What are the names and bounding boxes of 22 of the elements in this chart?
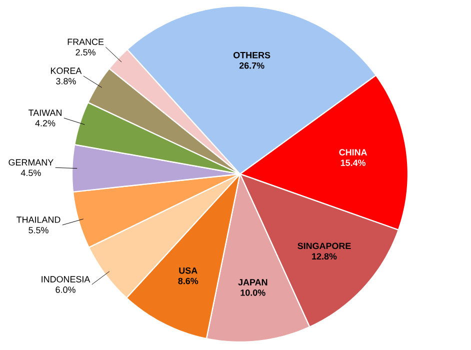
data-label: 4.5% (20, 170, 41, 176)
slice-label: OTHERS (234, 52, 270, 58)
slice-label: KOREA (51, 68, 82, 74)
slice-label: CHINA (339, 149, 368, 156)
data-label: 26.7% (239, 62, 264, 69)
data-label: 10.0% (240, 290, 266, 296)
slice-label: THAILAND (16, 216, 60, 223)
data-label: 5.5% (28, 227, 48, 234)
slice-label: FRANCE (68, 38, 104, 46)
slice-label: JAPAN (238, 279, 268, 286)
data-label: 3.8% (56, 78, 76, 84)
slice-label: SINGAPORE (298, 242, 351, 250)
slice-label: TAIWAN (28, 110, 62, 116)
slice-label: USA (179, 267, 198, 274)
slice-label: INDONESIA (42, 276, 90, 282)
data-label: 15.4% (340, 160, 366, 166)
data-label: 8.6% (178, 278, 198, 284)
slice-label: GERMANY (8, 159, 54, 166)
data-label: 2.5% (76, 49, 96, 56)
data-label: 6.0% (56, 286, 76, 293)
data-label: 12.8% (312, 253, 337, 260)
data-label: 4.2% (35, 120, 56, 126)
